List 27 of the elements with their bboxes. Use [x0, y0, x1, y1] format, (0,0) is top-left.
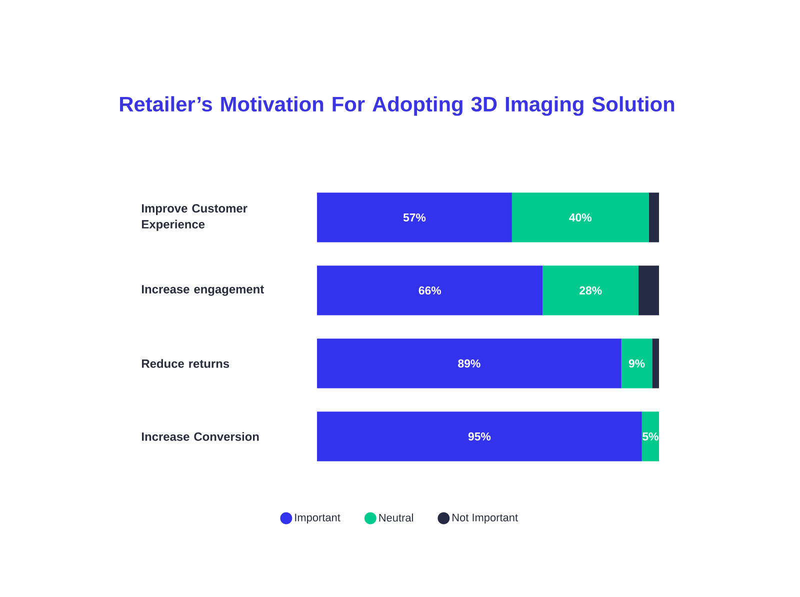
- bar: [638, 266, 660, 316]
- bar: [642, 412, 660, 462]
- legend-label: Not Important: [452, 514, 518, 524]
- bar: [317, 412, 642, 462]
- data-label: 95%: [468, 432, 491, 441]
- bar: [542, 266, 638, 316]
- bar: [317, 338, 622, 388]
- data-label: 89%: [458, 359, 480, 368]
- data-label: 28%: [580, 286, 602, 295]
- bar: [512, 192, 649, 242]
- bar: [652, 338, 660, 388]
- y-tick-label: Reduce returns: [142, 359, 230, 368]
- bar: [317, 192, 512, 242]
- data-label: 57%: [403, 213, 426, 222]
- bar: [317, 266, 543, 316]
- bar: [621, 338, 652, 388]
- legend-label: Neutral: [379, 514, 413, 522]
- data-label: 66%: [418, 286, 442, 295]
- chart-title: Retailer’s Motivation For Adopting 3D Imaging Solution: [120, 96, 674, 116]
- bar: [648, 192, 660, 242]
- data-label: 5%: [642, 432, 658, 441]
- y-tick-label: Increase Conversion: [142, 432, 259, 441]
- legend-label: Important: [295, 514, 340, 524]
- data-label: 40%: [569, 213, 592, 222]
- y-tick-label: Increase engagement: [142, 285, 264, 296]
- data-label: 9%: [628, 359, 645, 368]
- y-tick-label: Improve Customer Experience: [142, 204, 248, 231]
